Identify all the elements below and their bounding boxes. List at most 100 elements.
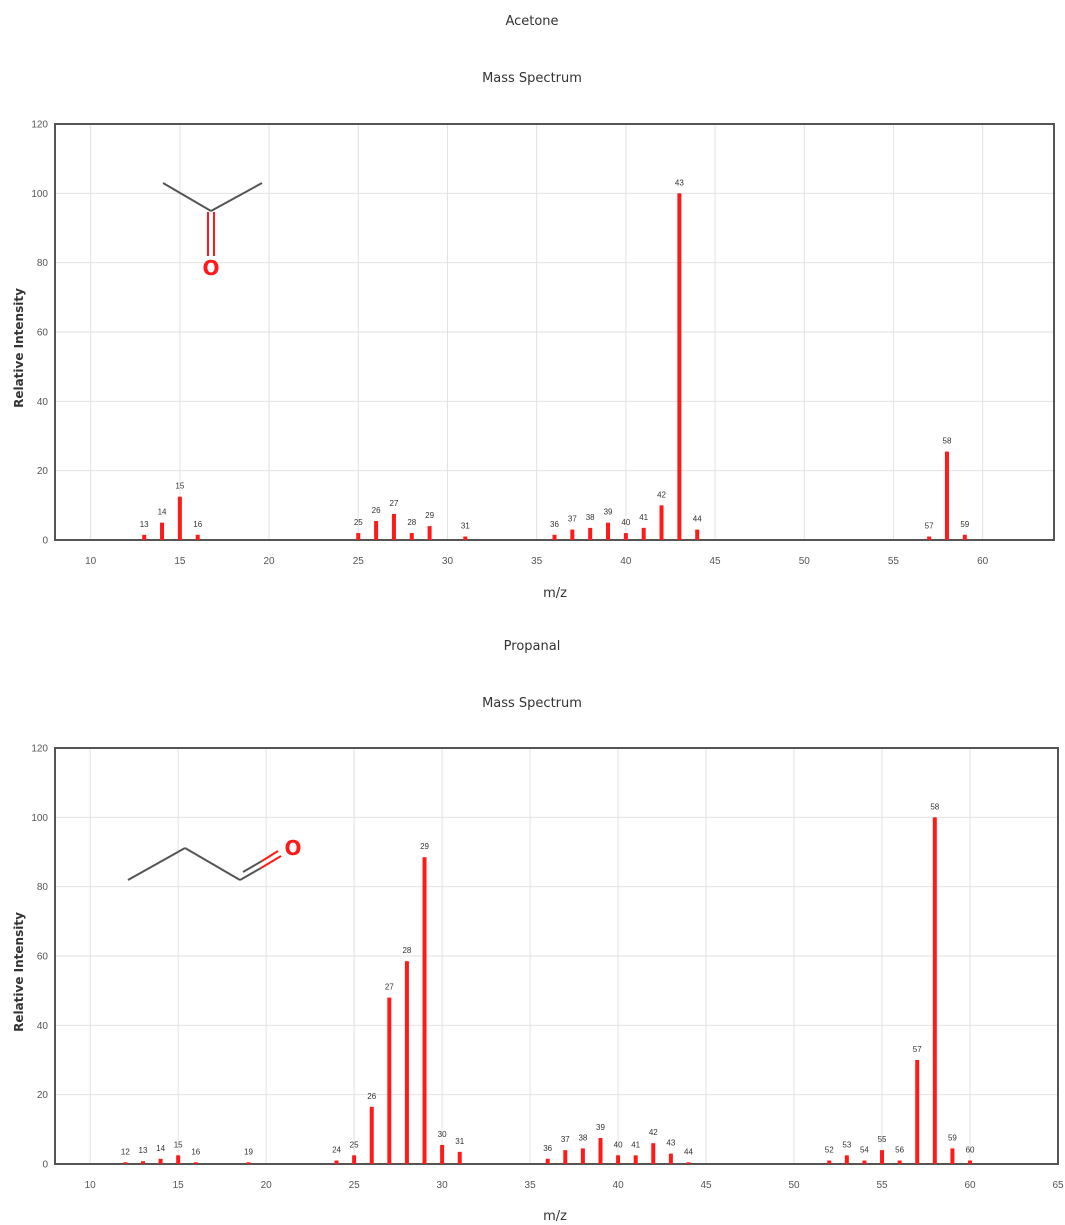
peak-bar (563, 1150, 568, 1164)
x-tick-label: 20 (261, 1180, 273, 1191)
peak-bar (158, 1158, 163, 1164)
peak-bar (246, 1162, 251, 1164)
y-tick-label: 0 (42, 536, 48, 547)
bond-line (260, 855, 282, 869)
peak-label: 25 (350, 1140, 359, 1149)
peak-bar (352, 1155, 357, 1164)
y-tick-label: 80 (37, 258, 49, 269)
peak-bar (616, 1155, 621, 1164)
peak-label: 29 (420, 842, 429, 851)
bond-line (210, 182, 263, 212)
acetone-chart: Acetone Mass Spectrum 0 20 40 60 80 100 120 10… (12, 14, 1055, 601)
x-axis-label: m/z (543, 1209, 567, 1224)
x-tick-label: 25 (353, 556, 365, 567)
y-tick-label: 60 (37, 328, 49, 339)
peak-bar (334, 1160, 339, 1164)
peak-label: 19 (244, 1147, 253, 1156)
peak-bar (677, 193, 682, 541)
peak-bar (927, 536, 932, 540)
peak-label: 24 (332, 1146, 341, 1155)
x-axis-label: m/z (543, 586, 567, 601)
peak-label: 38 (578, 1133, 587, 1142)
chart-subtitle: Mass Spectrum (482, 696, 582, 711)
peak-bar (962, 534, 967, 540)
peak-label: 39 (596, 1123, 605, 1132)
y-tick-label: 80 (37, 882, 49, 893)
peak-label: 13 (140, 520, 149, 529)
y-axis-ticks: 0 20 40 60 80 100 120 (31, 744, 48, 1171)
peak-bar (356, 533, 361, 540)
grid-lines (55, 748, 1058, 1164)
peak-bar (598, 1138, 603, 1164)
peak-label: 44 (684, 1147, 693, 1156)
peak-bar (915, 1060, 920, 1164)
peak-label: 14 (156, 1144, 165, 1153)
peak-label: 29 (425, 511, 434, 520)
peak-label: 36 (550, 520, 559, 529)
peak-bar (177, 496, 182, 540)
peak-bar (950, 1148, 955, 1164)
y-axis-label: Relative Intensity (12, 912, 26, 1032)
peak-bar (880, 1150, 885, 1164)
y-tick-label: 20 (37, 1090, 49, 1101)
chart-title: Acetone (505, 14, 558, 29)
peak-label: 25 (354, 518, 363, 527)
double-bond-line (261, 850, 279, 862)
peak-label: 57 (913, 1045, 922, 1054)
x-tick-label: 15 (174, 556, 186, 567)
peak-bar (427, 526, 432, 540)
peak-labels: 12 13 14 15 16 19 24 25 26 27 28 29 30 31 36 37 38 39 40 41… (121, 802, 975, 1156)
peak-bar (176, 1155, 181, 1164)
peak-label: 15 (175, 482, 184, 491)
peak-label: 59 (948, 1133, 957, 1142)
x-tick-label: 35 (525, 1180, 537, 1191)
oxygen-atom-label: O (284, 836, 301, 860)
peak-label: 52 (825, 1146, 834, 1155)
x-axis-ticks: 10 15 20 25 30 35 40 45 50 55 60 65 (85, 1180, 1064, 1191)
peak-label: 31 (455, 1137, 464, 1146)
peak-bar (404, 961, 409, 1164)
peak-label: 26 (367, 1092, 376, 1101)
propanal-chart: Propanal Mass Spectrum 0 20 40 60 80 100 120 1… (12, 639, 1064, 1224)
x-tick-label: 65 (1052, 1180, 1064, 1191)
peak-label: 28 (407, 518, 416, 527)
x-tick-label: 45 (701, 1180, 713, 1191)
y-tick-label: 0 (42, 1160, 48, 1171)
peak-label: 59 (960, 520, 969, 529)
peak-label: 37 (561, 1135, 570, 1144)
peak-label: 26 (372, 506, 381, 515)
x-tick-label: 15 (173, 1180, 185, 1191)
peak-bar (552, 534, 557, 540)
peak-bar (668, 1153, 673, 1164)
x-tick-label: 50 (788, 1180, 800, 1191)
x-tick-label: 20 (264, 556, 276, 567)
peak-bar (463, 536, 468, 540)
x-tick-label: 60 (964, 1180, 976, 1191)
peak-bar (862, 1160, 867, 1164)
peak-bar (844, 1155, 849, 1164)
peak-label: 60 (966, 1146, 975, 1155)
peak-label: 55 (878, 1135, 887, 1144)
peak-label: 15 (174, 1140, 183, 1149)
y-tick-label: 100 (31, 189, 48, 200)
peak-label: 53 (842, 1140, 851, 1149)
y-tick-label: 120 (31, 120, 48, 131)
peak-label: 39 (604, 508, 613, 517)
peak-bar (606, 522, 611, 540)
x-tick-label: 10 (85, 1180, 97, 1191)
y-tick-label: 20 (37, 466, 49, 477)
peak-label: 41 (639, 513, 648, 522)
bond-line (162, 182, 212, 212)
peak-label: 27 (385, 983, 394, 992)
bond-line (184, 847, 241, 881)
peak-bar (140, 1161, 145, 1164)
x-tick-label: 40 (620, 556, 632, 567)
x-tick-label: 30 (442, 556, 454, 567)
y-axis-ticks: 0 20 40 60 80 100 120 (31, 120, 48, 547)
x-tick-label: 30 (437, 1180, 449, 1191)
peak-label: 44 (693, 515, 702, 524)
peak-label: 14 (158, 508, 167, 517)
x-tick-label: 45 (709, 556, 721, 567)
chart-title: Propanal (504, 639, 561, 654)
peak-label: 16 (191, 1147, 200, 1156)
